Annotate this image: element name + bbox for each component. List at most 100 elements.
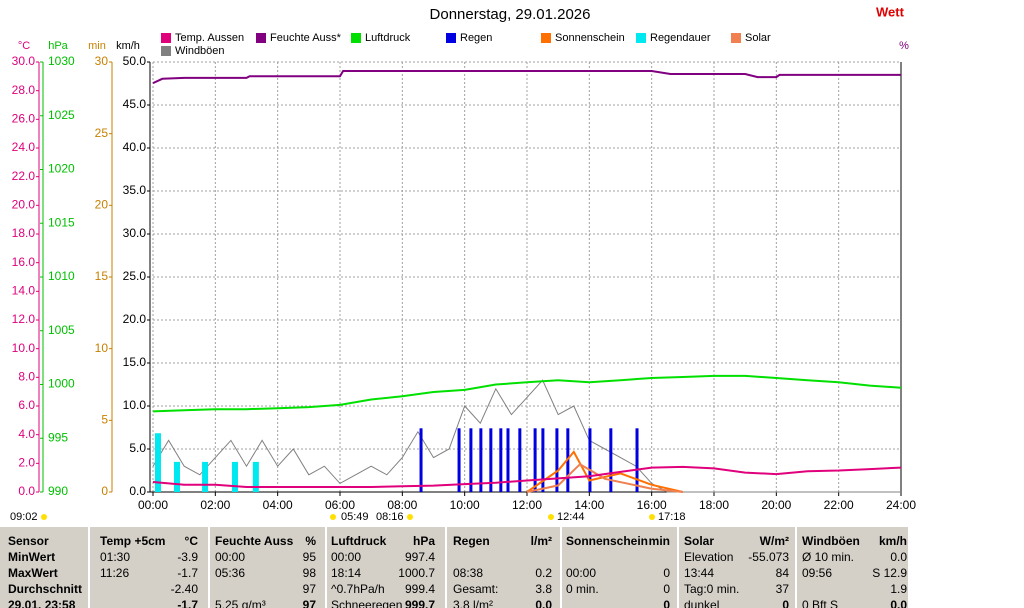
table-cell: 0 xyxy=(782,598,789,608)
corner-text: Wett xyxy=(876,4,905,19)
y-tick-label: 10 xyxy=(95,341,109,355)
column-divider xyxy=(677,527,679,608)
y-tick-label: 6.0 xyxy=(18,398,35,412)
column-divider xyxy=(88,527,90,608)
bar xyxy=(489,428,493,492)
series-line xyxy=(152,70,901,85)
table-cell: 97 xyxy=(302,598,316,608)
legend-swatch xyxy=(541,33,551,43)
table-cell: S 12.9 xyxy=(872,566,907,580)
y-tick-label: 45.0 xyxy=(123,97,147,111)
y-tick-label: 10.0 xyxy=(123,398,147,412)
table-cell: MaxWert xyxy=(8,566,58,580)
y-tick-label: 20 xyxy=(95,198,109,212)
table-cell: 0.0 xyxy=(890,550,907,564)
table-cell: -3.9 xyxy=(177,550,198,564)
table-cell: 1.9 xyxy=(890,582,907,596)
table-cell: 18:14 xyxy=(331,566,362,580)
table-cell: Schneeregen xyxy=(331,598,403,608)
y-tick-label: 30.0 xyxy=(123,226,147,240)
legend-label: Solar xyxy=(745,32,771,44)
y-tick-label: 12.0 xyxy=(12,312,36,326)
annotation: 17:18 xyxy=(658,511,686,523)
y-tick-label: 1015 xyxy=(48,215,75,229)
chart-title: Donnerstag, 29.01.2026 xyxy=(430,6,591,23)
table-cell: 29.01. 23:58 xyxy=(8,598,76,608)
table-cell: Luftdruck xyxy=(331,534,387,548)
y-tick-label: 25.0 xyxy=(123,269,147,283)
x-tick-label: 06:00 xyxy=(325,498,355,512)
y-tick-label: 995 xyxy=(48,430,68,444)
y-tick-label: 1030 xyxy=(48,54,75,68)
bar xyxy=(469,428,473,492)
sun-icon xyxy=(548,514,554,520)
y-tick-label: 35.0 xyxy=(123,183,147,197)
table-cell: Windböen xyxy=(802,534,860,548)
sun-icon xyxy=(41,514,47,520)
y-tick-label: 2.0 xyxy=(18,456,35,470)
bar xyxy=(609,428,613,492)
y-tick-label: 30.0 xyxy=(12,54,36,68)
bar xyxy=(154,433,161,492)
table-cell: 999.7 xyxy=(404,598,435,608)
column-divider xyxy=(445,527,447,608)
sun-icon xyxy=(330,514,336,520)
table-cell: 0 min. xyxy=(566,582,599,596)
table-cell: min xyxy=(648,534,670,548)
y-tick-label: 26.0 xyxy=(12,112,36,126)
table-cell: 00:00 xyxy=(215,550,246,564)
x-tick-label: 08:00 xyxy=(387,498,417,512)
bar xyxy=(555,428,559,492)
bar xyxy=(541,428,545,492)
x-tick-label: 16:00 xyxy=(637,498,667,512)
bar xyxy=(506,428,510,492)
table-cell: 00:00 xyxy=(331,550,362,564)
table-cell: Ø 10 min. xyxy=(802,550,855,564)
table-cell: Durchschnitt xyxy=(8,582,83,596)
bar xyxy=(419,428,423,492)
annotation: 12:44 xyxy=(557,511,585,523)
y-tick-label: 22.0 xyxy=(12,169,36,183)
y-tick-label: 24.0 xyxy=(12,140,36,154)
x-tick-label: 12:00 xyxy=(512,498,542,512)
y-tick-label: 16.0 xyxy=(12,255,36,269)
y-tick-label: 40.0 xyxy=(123,140,147,154)
y-tick-label: 1000 xyxy=(48,377,75,391)
table-cell: °C xyxy=(184,534,198,548)
table-cell: -1.7 xyxy=(177,598,198,608)
bar xyxy=(231,461,238,492)
table-cell: dunkel xyxy=(684,598,720,608)
legend-swatch xyxy=(446,33,456,43)
series-line xyxy=(152,465,902,488)
table-cell: 0 xyxy=(663,566,670,580)
table-cell: 13:44 xyxy=(684,566,715,580)
x-tick-label: 00:00 xyxy=(138,498,168,512)
table-cell: 05:36 xyxy=(215,566,246,580)
bar xyxy=(457,428,461,492)
y-tick-label: 0.0 xyxy=(18,484,35,498)
table-cell: % xyxy=(305,534,316,548)
table-cell: 09:56 xyxy=(802,566,833,580)
legend-label: Regendauer xyxy=(650,32,711,44)
y-tick-label: 1005 xyxy=(48,323,75,337)
y-tick-label: 28.0 xyxy=(12,83,36,97)
y-tick-label: 8.0 xyxy=(18,370,35,384)
legend-swatch xyxy=(161,33,171,43)
y-tick-label: 20.0 xyxy=(12,198,36,212)
x-tick-label: 02:00 xyxy=(200,498,230,512)
annotation: 08:16 xyxy=(376,511,404,523)
table-cell: Gesamt: xyxy=(453,582,499,596)
table-cell: Temp +5cm xyxy=(100,534,166,548)
summary-table: Sensor Temp +5cm °C Feuchte Auss% Luftdruck h… xyxy=(0,527,908,608)
table-cell: Elevation xyxy=(684,550,734,564)
y-axis-label: °C xyxy=(18,40,30,52)
y-tick-label: 18.0 xyxy=(12,226,36,240)
table-cell: km/h xyxy=(878,534,907,548)
sun-icon xyxy=(407,514,413,520)
table-cell: 3.8 l/m² xyxy=(453,598,494,608)
bar xyxy=(252,461,259,492)
y-tick-label: 1020 xyxy=(48,162,75,176)
y-tick-label: 20.0 xyxy=(123,312,147,326)
y-axis-label: min xyxy=(88,40,106,52)
